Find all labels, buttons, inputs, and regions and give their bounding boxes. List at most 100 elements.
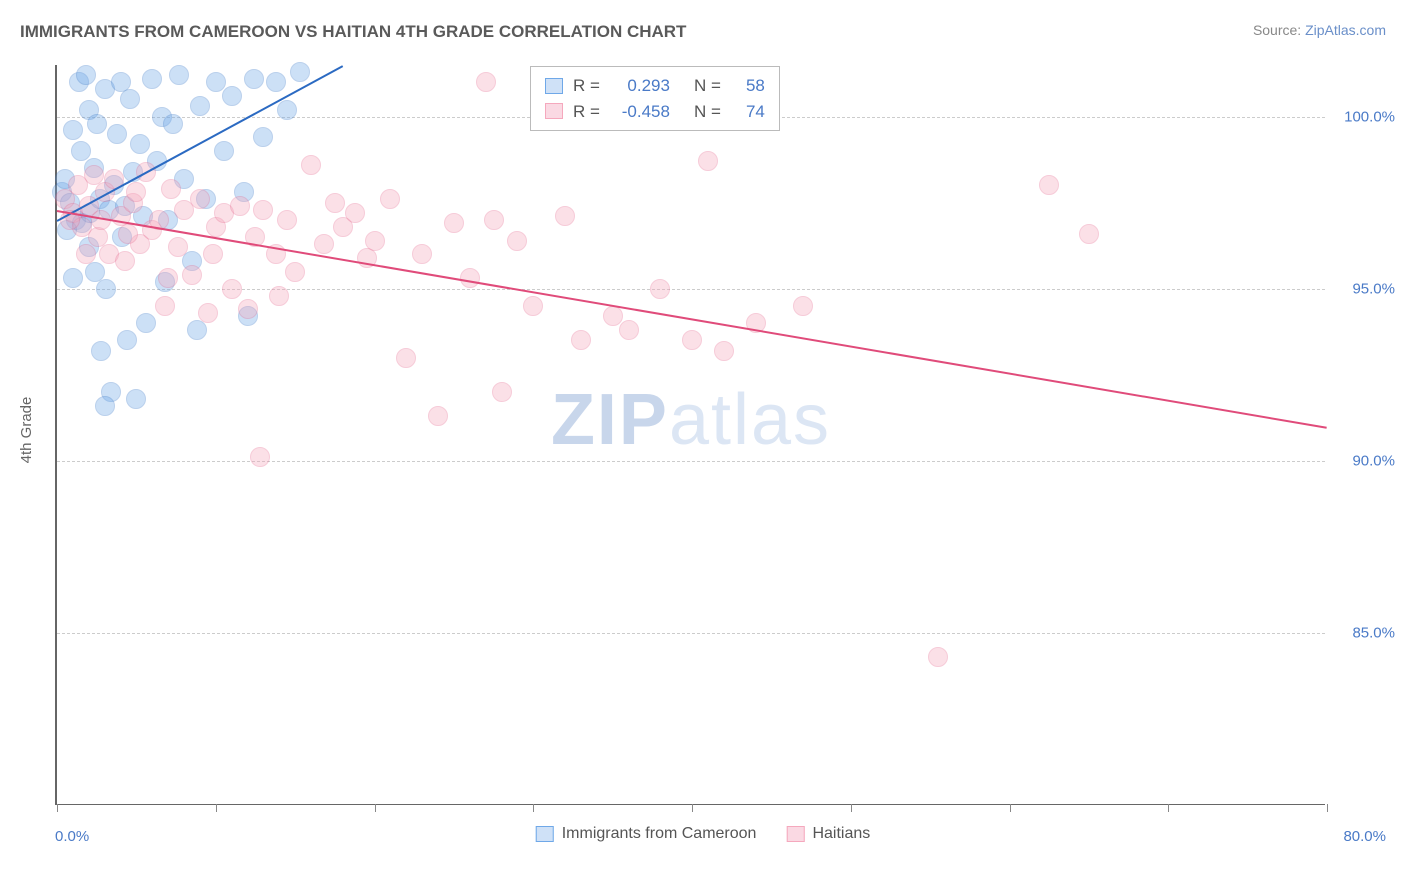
scatter-point xyxy=(130,134,150,154)
legend-swatch xyxy=(536,826,554,842)
source-link[interactable]: ZipAtlas.com xyxy=(1305,22,1386,38)
scatter-point xyxy=(266,72,286,92)
scatter-point xyxy=(222,86,242,106)
gridline xyxy=(57,289,1325,290)
scatter-point xyxy=(230,196,250,216)
chart-source: Source: ZipAtlas.com xyxy=(1253,22,1386,38)
scatter-point xyxy=(91,341,111,361)
plot-area: ZIPatlas 100.0%95.0%90.0%85.0% xyxy=(55,65,1325,805)
scatter-point xyxy=(126,389,146,409)
scatter-point xyxy=(107,124,127,144)
bottom-legend: Immigrants from Cameroon Haitians xyxy=(536,825,871,843)
scatter-point xyxy=(182,265,202,285)
stats-row: R = 0.293 N = 58 xyxy=(545,73,765,99)
scatter-point xyxy=(96,279,116,299)
scatter-point xyxy=(63,120,83,140)
watermark: ZIPatlas xyxy=(551,379,831,461)
scatter-point xyxy=(238,299,258,319)
scatter-point xyxy=(1039,175,1059,195)
scatter-point xyxy=(71,141,91,161)
scatter-point xyxy=(76,244,96,264)
r-value: 0.293 xyxy=(610,73,670,99)
legend-swatch xyxy=(786,826,804,842)
scatter-point xyxy=(118,224,138,244)
scatter-point xyxy=(714,341,734,361)
scatter-point xyxy=(555,206,575,226)
legend-label: Immigrants from Cameroon xyxy=(562,825,757,843)
scatter-point xyxy=(793,296,813,316)
scatter-point xyxy=(158,268,178,288)
scatter-point xyxy=(277,210,297,230)
x-tick xyxy=(851,804,852,812)
x-tick xyxy=(1010,804,1011,812)
scatter-point xyxy=(63,268,83,288)
scatter-point xyxy=(76,65,96,85)
x-tick xyxy=(533,804,534,812)
scatter-point xyxy=(492,382,512,402)
scatter-point xyxy=(290,62,310,82)
scatter-point xyxy=(155,296,175,316)
watermark-bold: ZIP xyxy=(551,380,669,460)
scatter-point xyxy=(619,320,639,340)
scatter-point xyxy=(169,65,189,85)
y-tick-label: 100.0% xyxy=(1344,108,1395,125)
scatter-point xyxy=(682,330,702,350)
scatter-point xyxy=(314,234,334,254)
x-tick xyxy=(375,804,376,812)
scatter-point xyxy=(428,406,448,426)
r-label: R = xyxy=(573,99,600,125)
scatter-point xyxy=(190,189,210,209)
r-label: R = xyxy=(573,73,600,99)
x-tick xyxy=(692,804,693,812)
gridline xyxy=(57,633,1325,634)
x-tick xyxy=(216,804,217,812)
scatter-point xyxy=(95,396,115,416)
scatter-point xyxy=(285,262,305,282)
x-tick xyxy=(57,804,58,812)
scatter-point xyxy=(244,69,264,89)
scatter-point xyxy=(126,182,146,202)
scatter-point xyxy=(163,114,183,134)
n-label: N = xyxy=(694,73,721,99)
gridline xyxy=(57,461,1325,462)
scatter-point xyxy=(222,279,242,299)
scatter-point xyxy=(301,155,321,175)
scatter-point xyxy=(396,348,416,368)
scatter-point xyxy=(523,296,543,316)
chart-title: IMMIGRANTS FROM CAMEROON VS HAITIAN 4TH … xyxy=(20,22,686,42)
scatter-point xyxy=(253,127,273,147)
n-value: 58 xyxy=(731,73,765,99)
legend-item: Immigrants from Cameroon xyxy=(536,825,757,843)
chart-container: IMMIGRANTS FROM CAMEROON VS HAITIAN 4TH … xyxy=(0,0,1406,892)
x-tick xyxy=(1168,804,1169,812)
scatter-point xyxy=(277,100,297,120)
scatter-point xyxy=(345,203,365,223)
scatter-point xyxy=(250,447,270,467)
legend-swatch xyxy=(545,103,563,119)
y-tick-label: 95.0% xyxy=(1352,280,1395,297)
scatter-point xyxy=(198,303,218,323)
scatter-point xyxy=(650,279,670,299)
scatter-point xyxy=(412,244,432,264)
scatter-point xyxy=(190,96,210,116)
scatter-point xyxy=(253,200,273,220)
scatter-point xyxy=(117,330,137,350)
n-label: N = xyxy=(694,99,721,125)
scatter-point xyxy=(365,231,385,251)
x-axis-max-label: 80.0% xyxy=(1343,828,1386,845)
scatter-point xyxy=(698,151,718,171)
scatter-point xyxy=(87,114,107,134)
stats-row: R =-0.458N =74 xyxy=(545,99,765,125)
scatter-point xyxy=(203,244,223,264)
legend-swatch xyxy=(545,78,563,94)
y-axis-label: 4th Grade xyxy=(18,397,35,464)
scatter-point xyxy=(380,189,400,209)
scatter-point xyxy=(484,210,504,230)
scatter-point xyxy=(325,193,345,213)
scatter-point xyxy=(444,213,464,233)
legend-item: Haitians xyxy=(786,825,870,843)
scatter-point xyxy=(507,231,527,251)
scatter-point xyxy=(269,286,289,306)
scatter-point xyxy=(120,89,140,109)
scatter-point xyxy=(1079,224,1099,244)
